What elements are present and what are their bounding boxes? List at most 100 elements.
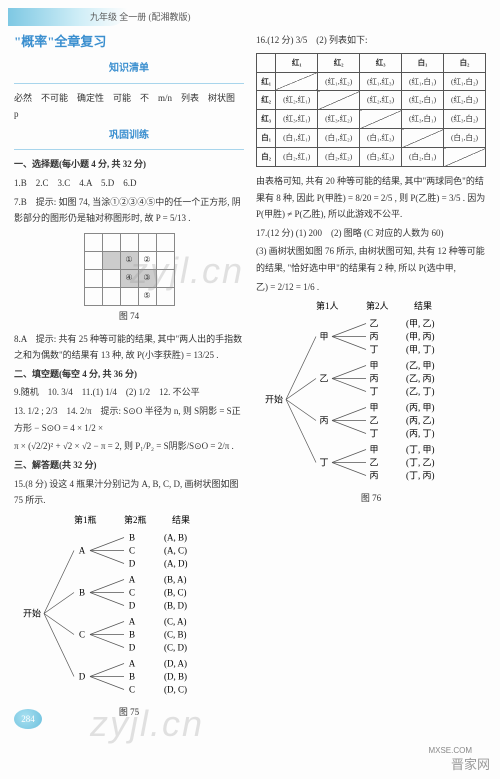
svg-text:(A, B): (A, B) — [164, 532, 187, 542]
table-cell — [444, 148, 486, 167]
svg-text:第2人: 第2人 — [366, 300, 389, 311]
svg-text:乙: 乙 — [369, 319, 378, 329]
svg-text:丙: 丙 — [319, 416, 328, 426]
svg-text:(C, D): (C, D) — [164, 642, 187, 652]
svg-text:甲: 甲 — [369, 445, 378, 455]
answers-1-6: 1.B 2.C 3.C 4.A 5.D 6.D — [14, 175, 244, 192]
svg-text:(乙, 甲): (乙, 甲) — [406, 361, 435, 371]
svg-text:B: B — [79, 587, 85, 597]
table-cell: (红₁,红₃) — [360, 72, 402, 91]
svg-text:A: A — [79, 545, 86, 555]
svg-text:结果: 结果 — [172, 514, 190, 525]
table-rowhead: 白₁ — [257, 129, 276, 148]
table-cell: (白₂,红₂) — [318, 148, 360, 167]
svg-text:(C, B): (C, B) — [164, 629, 187, 639]
q13-14: 13. 1/2 ; 2/3 14. 2/π 提示: S⊙O 半径为 n, 则 S… — [14, 403, 244, 436]
svg-text:(乙, 丁): (乙, 丁) — [406, 387, 435, 397]
table-cell: (红₃,红₁) — [276, 110, 318, 129]
table-cell: (红₂,红₃) — [360, 91, 402, 110]
table-rowhead: 白₂ — [257, 148, 276, 167]
q8-text: 8.A 提示: 共有 25 种等可能的结果, 其中"两人出的手指数之和为偶数"的… — [14, 331, 244, 364]
svg-text:(B, C): (B, C) — [164, 587, 187, 597]
table-cell: (红₃,白₁) — [402, 110, 444, 129]
svg-text:第2瓶: 第2瓶 — [124, 514, 147, 525]
svg-text:(A, C): (A, C) — [164, 545, 187, 555]
right-column: 16.(12 分) 3/5 (2) 列表如下: 红₁红₂红₃白₁白₂红₁(红₁,… — [256, 30, 486, 726]
q16-text: 16.(12 分) 3/5 (2) 列表如下: — [256, 32, 486, 49]
table-header: 红₂ — [318, 53, 360, 72]
watermark-2: zyjl.cn — [90, 703, 204, 745]
tree-75: 第1瓶第2瓶结果AB(A, B)C(A, C)D(A, D)BA(B, A)C(… — [14, 513, 244, 702]
svg-text:D: D — [129, 600, 136, 610]
q7-text: 7.B 提示: 如图 74, 当涂①②③④⑤中的任一个正方形, 阴影部分的图形仍… — [14, 194, 244, 227]
heading-choice: 一、选择题(每小题 4 分, 共 32 分) — [14, 159, 146, 169]
table-cell: (白₁,红₁) — [276, 129, 318, 148]
svg-text:C: C — [129, 587, 135, 597]
table-rowhead: 红₁ — [257, 72, 276, 91]
svg-text:(D, A): (D, A) — [164, 658, 187, 668]
brand-logo: 晋家网 — [451, 754, 490, 773]
header-grade: 九年级 全一册 (配湘教版) — [90, 10, 191, 23]
table-header: 红₁ — [276, 53, 318, 72]
svg-text:A: A — [129, 658, 136, 668]
svg-text:第1瓶: 第1瓶 — [74, 514, 97, 525]
after-table: 由表格可知, 共有 20 种等可能的结果, 其中"两球同色"的结果有 8 种, … — [256, 173, 486, 223]
svg-text:丁: 丁 — [319, 458, 328, 468]
svg-text:B: B — [129, 532, 135, 542]
table-cell — [402, 129, 444, 148]
svg-text:(甲, 乙): (甲, 乙) — [406, 319, 435, 329]
table-cell: (白₁,白₂) — [444, 129, 486, 148]
table-cell — [360, 110, 402, 129]
table-cell: (红₂,白₂) — [444, 91, 486, 110]
table-cell: (白₁,红₂) — [318, 129, 360, 148]
svg-text:丁: 丁 — [369, 345, 378, 355]
svg-text:甲: 甲 — [319, 332, 328, 342]
q14b: π × (√2/2)² + √2 × √2 − π = 2, 则 P₁/P₂ =… — [14, 438, 244, 455]
svg-text:(丁, 丙): (丁, 丙) — [406, 471, 435, 481]
svg-text:D: D — [129, 558, 136, 568]
svg-text:第1人: 第1人 — [316, 300, 339, 311]
table-cell: (白₂,红₁) — [276, 148, 318, 167]
table-cell: (白₂,红₃) — [360, 148, 402, 167]
fig74-caption: 图 74 — [14, 308, 244, 325]
table-cell: (红₂,白₁) — [402, 91, 444, 110]
divider — [14, 149, 244, 150]
table-cell: (红₁,白₂) — [444, 72, 486, 91]
section-practice: 巩固训练 — [14, 127, 244, 146]
divider — [14, 83, 244, 84]
table-cell: (白₂,白₁) — [402, 148, 444, 167]
svg-text:结果: 结果 — [414, 300, 432, 311]
concepts-line: 必然 不可能 确定性 可能 不 m/n 列表 树状图 p — [14, 90, 244, 123]
footer-url: MXSE.COM — [428, 746, 472, 755]
svg-text:(丙, 甲): (丙, 甲) — [406, 403, 435, 413]
table-cell: (红₁,红₂) — [318, 72, 360, 91]
svg-text:(甲, 丁): (甲, 丁) — [406, 345, 435, 355]
table-header: 白₁ — [402, 53, 444, 72]
svg-text:A: A — [129, 574, 136, 584]
table-cell: (红₃,白₂) — [444, 110, 486, 129]
svg-text:D: D — [79, 671, 86, 681]
q17a: 17.(12 分) (1) 200 (2) 图略 (C 对应的人数为 60) — [256, 225, 486, 242]
svg-text:甲: 甲 — [369, 361, 378, 371]
svg-text:A: A — [129, 616, 136, 626]
table-header: 红₃ — [360, 53, 402, 72]
svg-text:(B, A): (B, A) — [164, 574, 187, 584]
svg-text:乙: 乙 — [369, 458, 378, 468]
svg-text:(B, D): (B, D) — [164, 600, 187, 610]
table-cell: (红₂,红₁) — [276, 91, 318, 110]
watermark-1: zyjl.cn — [130, 250, 244, 292]
svg-text:D: D — [129, 642, 136, 652]
fig76-caption: 图 76 — [256, 490, 486, 507]
svg-text:(乙, 丙): (乙, 丙) — [406, 374, 435, 384]
svg-text:开始: 开始 — [265, 394, 283, 405]
left-column: "概率"全章复习 知识清单 必然 不可能 确定性 可能 不 m/n 列表 树状图… — [14, 30, 244, 726]
table-rowhead: 红₂ — [257, 91, 276, 110]
page-number: 284 — [14, 709, 42, 729]
section-knowledge: 知识清单 — [14, 60, 244, 79]
svg-text:(丁, 乙): (丁, 乙) — [406, 458, 435, 468]
svg-text:丙: 丙 — [369, 332, 378, 342]
table-header — [257, 53, 276, 72]
svg-text:开始: 开始 — [23, 607, 41, 618]
svg-text:(丙, 丁): (丙, 丁) — [406, 429, 435, 439]
svg-text:乙: 乙 — [319, 374, 328, 384]
